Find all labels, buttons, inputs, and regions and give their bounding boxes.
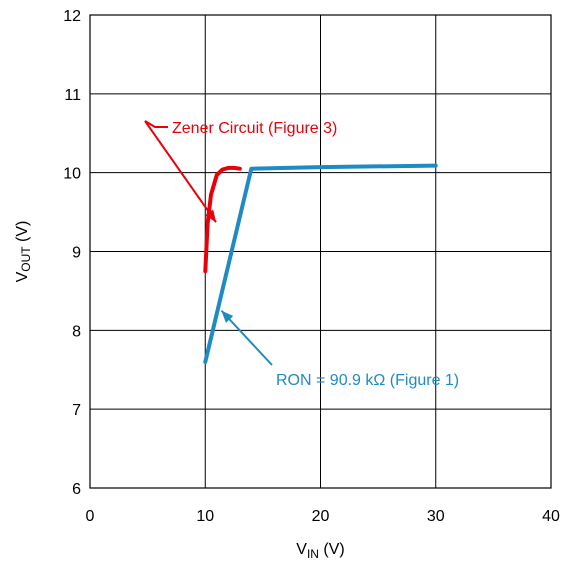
zener-series-line bbox=[203, 165, 242, 274]
ron-annotation-leader bbox=[220, 309, 273, 366]
y-tick-label: 9 bbox=[72, 245, 81, 262]
x-tick-label: 30 bbox=[427, 508, 445, 525]
y-tick-label: 11 bbox=[64, 87, 81, 104]
y-tick-label: 8 bbox=[72, 323, 81, 340]
zener-annotation-label: Zener Circuit (Figure 3) bbox=[172, 120, 337, 137]
y-axis-title: VOUT (V) bbox=[14, 221, 33, 283]
grid bbox=[90, 15, 551, 488]
zener-annotation-arrowhead bbox=[205, 209, 217, 223]
x-axis-title-sub: IN bbox=[307, 547, 319, 561]
ron-annotation-arrowhead bbox=[221, 310, 234, 323]
ron-annotation-label: RON = 90.9 kΩ (Figure 1) bbox=[276, 372, 459, 389]
annotations: Zener Circuit (Figure 3) RON = 90.9 kΩ (… bbox=[144, 120, 459, 389]
x-tick-label: 20 bbox=[312, 508, 330, 525]
ron-series-line bbox=[203, 163, 438, 364]
x-tick-label: 40 bbox=[542, 508, 560, 525]
series-lines bbox=[203, 163, 438, 364]
x-tick-label: 0 bbox=[86, 508, 95, 525]
y-axis-title-unit: (V) bbox=[14, 221, 31, 247]
x-axis-title-main: V bbox=[296, 541, 307, 558]
y-tick-labels: 6 7 8 9 10 11 12 bbox=[63, 8, 81, 498]
plot-frame bbox=[89, 14, 552, 489]
x-tick-label: 10 bbox=[196, 508, 214, 525]
x-axis-title-unit: (V) bbox=[319, 541, 345, 558]
y-tick-label: 7 bbox=[72, 402, 81, 419]
x-tick-labels: 0 10 20 30 40 bbox=[86, 508, 560, 525]
y-axis-title-sub: OUT bbox=[19, 246, 33, 272]
x-axis-title: VIN (V) bbox=[296, 541, 344, 561]
y-tick-label: 10 bbox=[63, 166, 81, 183]
y-tick-label: 6 bbox=[72, 481, 81, 498]
zener-annotation-leader bbox=[144, 120, 217, 223]
y-tick-label: 12 bbox=[63, 8, 81, 25]
y-axis-title-main: V bbox=[14, 271, 31, 282]
